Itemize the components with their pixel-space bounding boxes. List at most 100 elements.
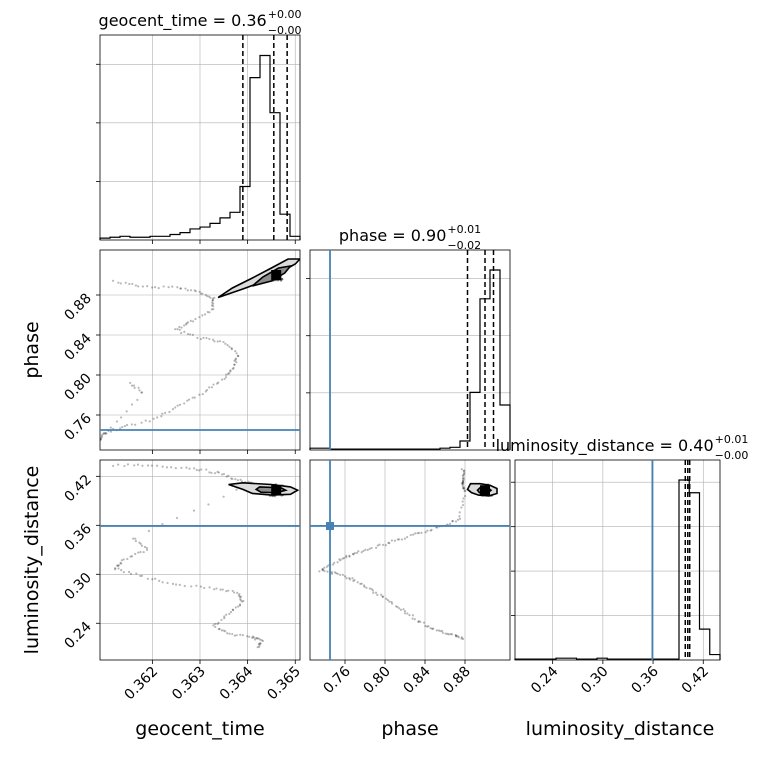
luminosity-distance-hist-title-main: luminosity_distance = 0.40 [496,436,714,456]
phase-vs-geocent-time-scatter-point [191,320,195,323]
phase-vs-geocent-time-scatter-point [199,292,202,295]
phase-vs-geocent-time-scatter-point [201,392,204,396]
luminosity-distance-vs-phase-scatter-point [461,485,464,488]
luminosity-distance-vs-phase-scatter-point [388,600,391,603]
phase-vs-geocent-time-scatter-point [207,295,211,298]
luminosity-distance-vs-geocent-time-scatter-point [116,564,119,567]
xlabel-geocent-time: geocent_time [135,718,264,740]
luminosity-distance-vs-phase-scatter-point [412,533,415,536]
luminosity-distance-vs-geocent-time-scatter-point [136,463,140,466]
luminosity-distance-vs-phase-scatter-point [417,531,421,535]
phase-vs-geocent-time-scatter-point [189,333,192,336]
luminosity-distance-vs-geocent-time-scatter-point [256,646,259,649]
phase-xtick-label-1: 0.80 [360,664,393,697]
luminosity-distance-vs-geocent-time-scatter-point [166,581,169,585]
luminosity-distance-vs-phase-scatter-point [376,544,379,547]
luminosity-distance-vs-phase-scatter-point [403,612,407,615]
phase-vs-geocent-time-scatter-point [140,391,144,394]
phase-vs-geocent-time-scatter-point [236,354,239,358]
luminosity-distance-vs-geocent-time-scatter-point [252,636,256,639]
luminosity-distance-vs-geocent-time-scatter-point [134,540,137,543]
luminosity-distance-vs-phase-scatter-point [460,468,463,471]
luminosity-distance-vs-phase-scatter-point [356,551,359,555]
luminosity-distance-vs-geocent-time-scatter-point [224,630,227,633]
phase-vs-geocent-time-scatter-point [201,314,204,317]
phase-vs-geocent-time-contour-outer [217,258,300,299]
luminosity-distance-vs-phase-scatter-point [406,612,409,615]
luminosity-distance-vs-geocent-time-scatter-point [231,477,234,481]
luminosity-distance-vs-geocent-time-scatter-point [239,595,243,598]
luminosity-distance-vs-geocent-time-scatter-point [120,559,124,562]
phase-vs-geocent-time-scatter-point [188,398,191,401]
phase-vs-geocent-time-scatter-point [134,284,137,287]
luminosity-distance-vs-phase-scatter-point [411,614,414,617]
phase-vs-geocent-time-scatter-point [212,383,215,386]
luminosity-distance-vs-phase-scatter-point [388,542,391,545]
luminosity-distance-xtick-label-3: 0.42 [679,664,712,697]
phase-vs-geocent-time-scatter-point [141,285,144,288]
luminosity-distance-vs-phase-scatter-point [333,571,337,574]
luminosity-distance-vs-geocent-time-scatter-point [132,537,135,540]
phase-vs-geocent-time-scatter-point [233,363,236,366]
phase-vs-geocent-time-scatter-point [102,432,105,436]
luminosity-distance-vs-geocent-time-scatter-point [236,479,239,482]
luminosity-distance-vs-phase-scatter-point [393,539,397,542]
luminosity-distance-vs-phase-scatter-point [444,632,447,635]
phase-vs-geocent-time-scatter-point [167,286,170,289]
phase-vs-geocent-time-scatter-point [125,423,129,427]
luminosity-distance-vs-geocent-time-scatter-point [174,467,177,470]
luminosity-distance-vs-geocent-time-scatter-point [225,475,228,478]
phase-vs-geocent-time-scatter-point [234,357,237,360]
luminosity-distance-vs-geocent-time-scatter-point [218,627,221,631]
luminosity-distance-vs-phase-scatter-point [446,632,449,635]
phase-hist-title: phase = 0.90 +0.01 −0.02 [339,223,481,252]
phase-vs-geocent-time-scatter-point [161,412,164,415]
phase-vs-geocent-time-scatter-point [174,328,177,331]
phase-vs-geocent-time-scatter-point [216,382,219,385]
phase-row-ytick-label-2: 0.84 [61,330,94,363]
luminosity-distance-vs-phase-scatter-point [348,577,351,580]
luminosity-distance-row-ytick-label-3: 0.42 [61,472,94,505]
luminosity-distance-vs-geocent-time-scatter-point [228,632,231,635]
phase-vs-geocent-time-scatter-point [185,323,188,326]
luminosity-distance-vs-phase-scatter-point [462,478,465,481]
luminosity-distance-vs-geocent-time-scatter-point [134,537,137,540]
luminosity-distance-vs-geocent-time-scatter-point [219,588,222,591]
geocent-time-hist-title-main: geocent_time = 0.36 [99,11,267,31]
luminosity-distance-vs-phase-scatter-point [417,619,420,623]
phase-vs-geocent-time-scatter [100,258,300,442]
luminosity-distance-vs-geocent-time-scatter-point [174,583,178,586]
luminosity-distance-vs-geocent-time-scatter-point [170,466,173,469]
luminosity-distance-vs-geocent-time-scatter-point [229,610,233,614]
phase-vs-geocent-time-scatter-point [237,354,240,358]
phase-vs-geocent-time-scatter-point [157,287,160,290]
phase-vs-geocent-time-scatter-point [198,316,201,319]
luminosity-distance-vs-phase-scatter-point [371,589,375,592]
luminosity-distance-vs-phase-scatter-point [427,625,430,628]
luminosity-distance-vs-phase-scatter-point [386,599,389,602]
luminosity-distance-vs-geocent-time-scatter-point [205,468,208,471]
luminosity-distance-vs-phase-scatter-point [441,629,444,633]
phase-vs-geocent-time-scatter-point [171,285,174,288]
phase-vs-geocent-time-scatter-point [186,289,189,292]
geocent-time-hist-histogram [99,54,301,240]
ylabel-luminosity-distance: luminosity_distance [21,466,43,655]
luminosity-distance-vs-phase-scatter-point [352,579,355,583]
phase-vs-geocent-time-scatter-point [224,376,228,379]
luminosity-distance-vs-geocent-time-scatter-point [129,572,133,575]
phase-vs-geocent-time-scatter-point [211,297,214,300]
luminosity-distance-vs-phase-scatter-point [348,555,351,558]
luminosity-distance-vs-geocent-time-scatter-point [135,572,138,575]
luminosity-distance-vs-phase-scatter-point [449,633,452,636]
luminosity-distance-vs-geocent-time-scatter-point [114,568,117,571]
luminosity-distance-vs-phase-scatter-point [435,629,438,632]
luminosity-distance-vs-phase-scatter-point [461,480,465,483]
luminosity-distance-xtick-label-2: 0.36 [629,663,662,696]
luminosity-distance-vs-geocent-time-scatter-point [140,544,144,547]
luminosity-distance-vs-phase-scatter-point [449,522,452,525]
luminosity-distance-vs-phase-scatter-point [455,635,458,638]
luminosity-distance-vs-phase-scatter-point [323,566,326,569]
luminosity-distance-vs-phase-scatter-point [327,564,330,567]
luminosity-distance-vs-phase-scatter-point [462,486,466,489]
luminosity-distance-vs-geocent-time-frame [99,459,301,661]
